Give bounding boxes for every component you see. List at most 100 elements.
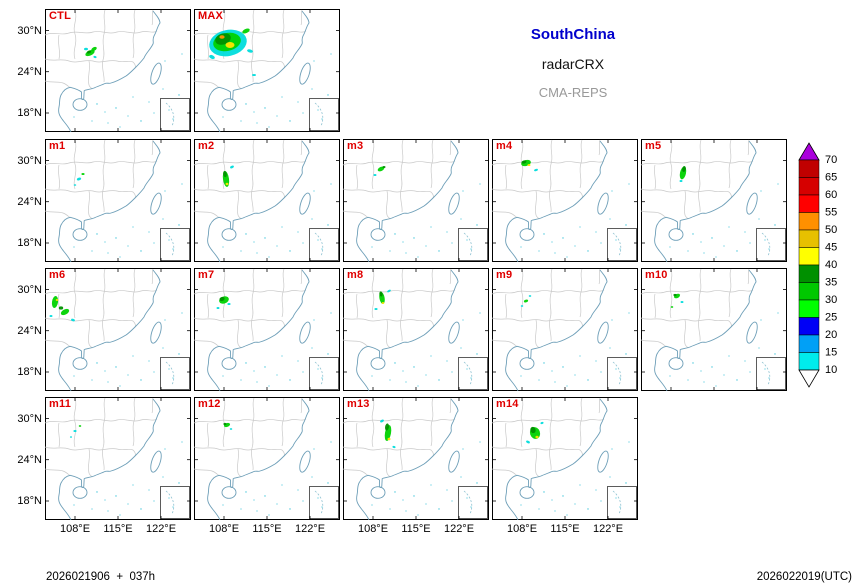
panel-label: m9 xyxy=(496,269,513,281)
coastline xyxy=(207,269,311,391)
map-svg xyxy=(641,139,787,262)
map-svg xyxy=(45,139,191,262)
map-panel-m12: m12 xyxy=(194,397,340,520)
hainan-island xyxy=(519,228,535,241)
y-axis-label: 24°N xyxy=(17,453,42,466)
footer-valid-times: 2026022019(UTC) 2026022103(CST) xyxy=(757,542,852,588)
south-china-sea-inset xyxy=(607,486,637,519)
tick-marks xyxy=(492,397,638,520)
taiwan-island xyxy=(299,192,311,215)
south-china-sea-inset xyxy=(607,357,637,390)
x-axis-label: 115°E xyxy=(103,523,133,535)
coastline xyxy=(356,269,460,391)
taiwan-island xyxy=(448,450,460,473)
colorbar-segment xyxy=(798,264,820,283)
x-axis-label: 122°E xyxy=(443,523,475,535)
hainan-island xyxy=(519,486,535,499)
colorbar-below-arrow xyxy=(798,369,820,388)
system-title: CMA-REPS xyxy=(538,85,608,100)
south-china-sea-inset xyxy=(160,486,190,519)
map-svg xyxy=(45,9,191,132)
sea-speckles xyxy=(669,183,779,258)
map-svg xyxy=(194,139,340,262)
x-axis-label: 122°E xyxy=(294,523,326,535)
x-axis-label: 122°E xyxy=(592,523,624,535)
south-china-sea-inset xyxy=(756,357,786,390)
y-axis-label: 30°N xyxy=(17,24,42,37)
y-axis-label: 18°N xyxy=(17,107,42,119)
south-china-sea-inset xyxy=(458,357,488,390)
province-borders xyxy=(641,139,754,220)
tick-marks xyxy=(45,139,191,262)
province-borders xyxy=(194,139,307,220)
panel-label: m4 xyxy=(496,140,513,152)
hainan-island xyxy=(72,228,88,241)
south-china-sea-inset xyxy=(160,357,190,390)
hainan-island xyxy=(72,357,88,370)
province-borders xyxy=(343,139,456,220)
colorbar-tick-label: 10 xyxy=(825,364,837,376)
map-svg xyxy=(343,139,489,262)
province-borders xyxy=(343,397,456,478)
coastline xyxy=(654,140,758,262)
panel-label: m11 xyxy=(49,398,72,410)
colorbar-tick-label: 55 xyxy=(825,206,837,218)
south-china-sea-inset xyxy=(160,98,190,131)
sea-speckles xyxy=(73,183,183,258)
colorbar-tick-label: 60 xyxy=(825,189,837,201)
tick-marks xyxy=(641,268,787,391)
coastline xyxy=(654,269,758,391)
radar-echoes xyxy=(73,173,85,186)
y-axis-label: 24°N xyxy=(17,324,42,337)
panel-label: m14 xyxy=(496,398,519,410)
taiwan-island xyxy=(746,192,758,215)
map-svg xyxy=(194,9,340,132)
south-china-sea-inset xyxy=(309,357,339,390)
map-panel-m11: m11 xyxy=(45,397,191,520)
radar-echoes xyxy=(526,421,544,444)
hainan-island xyxy=(519,357,535,370)
map-svg xyxy=(194,268,340,391)
province-borders xyxy=(641,268,754,349)
taiwan-island xyxy=(448,192,460,215)
tick-marks xyxy=(492,268,638,391)
map-panel-m2: m2 xyxy=(194,139,340,262)
radar-echoes xyxy=(520,295,532,307)
tick-marks xyxy=(641,139,787,262)
tick-marks xyxy=(194,397,340,520)
map-svg xyxy=(45,268,191,391)
coastline xyxy=(207,398,311,520)
coastline xyxy=(356,398,460,520)
radar-echoes xyxy=(222,165,234,187)
tick-marks xyxy=(194,9,340,132)
province-borders xyxy=(45,139,158,220)
sea-speckles xyxy=(222,312,332,387)
hainan-island xyxy=(221,228,237,241)
panel-label: MAX xyxy=(198,10,224,22)
map-svg xyxy=(45,397,191,520)
tick-marks xyxy=(343,139,489,262)
coastline xyxy=(505,269,609,391)
radar-echoes xyxy=(69,425,82,438)
tick-marks xyxy=(45,268,191,391)
taiwan-island xyxy=(150,321,162,344)
tick-marks xyxy=(45,9,191,132)
colorbar-tick-label: 30 xyxy=(825,294,837,306)
sea-speckles xyxy=(371,441,481,516)
map-svg xyxy=(343,268,489,391)
radar-echoes xyxy=(216,296,231,309)
colorbar-above-arrow xyxy=(798,142,820,161)
y-axis-label: 18°N xyxy=(17,366,42,378)
colorbar-segment xyxy=(798,194,820,213)
province-borders xyxy=(45,268,158,349)
tick-marks xyxy=(194,268,340,391)
colorbar-segment xyxy=(798,334,820,353)
map-panel-m8: m8 xyxy=(343,268,489,391)
map-panel-m10: m10 xyxy=(641,268,787,391)
x-axis-label: 108°E xyxy=(59,523,91,535)
footer-init-utc: 2026021906 + 037h xyxy=(46,571,156,583)
south-china-sea-inset xyxy=(309,228,339,261)
panel-label: m3 xyxy=(347,140,364,152)
colorbar-segment xyxy=(798,177,820,196)
radar-echoes xyxy=(374,289,391,310)
